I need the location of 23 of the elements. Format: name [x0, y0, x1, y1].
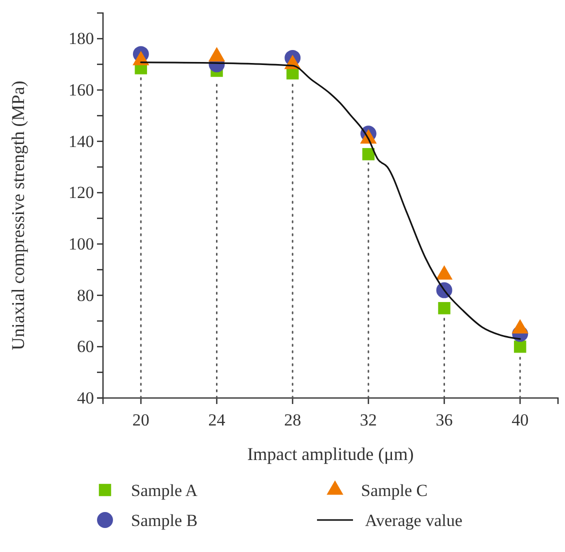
- y-tick-label: 140: [68, 132, 94, 151]
- x-tick-label: 36: [436, 410, 453, 430]
- y-tick-label: 60: [77, 337, 94, 356]
- legend-label: Sample A: [131, 481, 198, 500]
- y-tick-label: 120: [68, 183, 94, 202]
- legend-label: Sample B: [131, 511, 198, 530]
- x-tick-label: 28: [284, 410, 302, 430]
- y-tick-label: 160: [68, 80, 94, 100]
- x-tick-label: 20: [132, 410, 150, 430]
- point: [438, 302, 450, 314]
- x-tick-label: 40: [512, 410, 529, 430]
- legend-label: Average value: [365, 511, 462, 530]
- y-tick-label: 40: [77, 388, 94, 408]
- point: [362, 148, 375, 160]
- x-tick-label: 32: [360, 410, 377, 430]
- y-tick-label: 100: [68, 234, 94, 254]
- y-tick-label: 80: [77, 286, 94, 305]
- y-tick-label: 180: [68, 29, 94, 48]
- x-axis-title: Impact amplitude (μm): [247, 444, 414, 464]
- y-axis-title: Uniaxial compressive strength (MPa): [8, 80, 28, 350]
- x-tick-label: 24: [208, 410, 226, 430]
- point: [514, 340, 526, 353]
- legend-label: Sample C: [361, 481, 428, 500]
